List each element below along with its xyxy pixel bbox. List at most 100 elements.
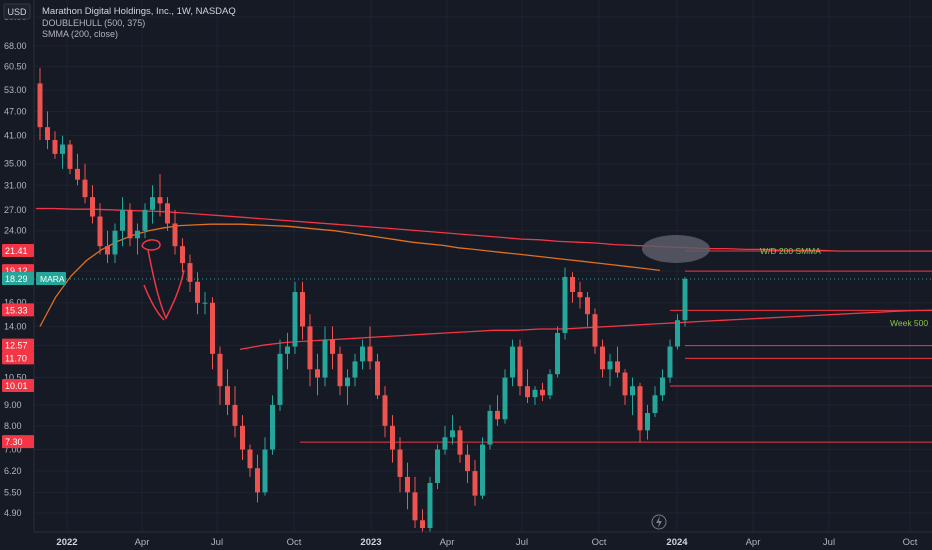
candle <box>577 281 583 309</box>
indicator-doublehull[interactable]: DOUBLEHULL (500, 375) <box>42 18 145 28</box>
price-badge-value: 18.29 <box>5 274 28 284</box>
candle <box>45 111 50 150</box>
time-axis[interactable] <box>34 532 932 550</box>
candle <box>607 353 613 387</box>
currency-box[interactable] <box>3 3 31 20</box>
smma-line <box>39 223 661 327</box>
candle <box>307 314 313 387</box>
price-badge: 15.33 <box>2 303 34 317</box>
candle <box>270 395 275 455</box>
price-tick: 47.00 <box>4 106 27 116</box>
candle <box>367 326 373 370</box>
candle <box>337 346 343 396</box>
price-badge-value: 7.30 <box>5 437 23 447</box>
candle <box>150 185 155 224</box>
price-tick: 14.00 <box>4 321 27 331</box>
time-tick: 2022 <box>56 537 77 548</box>
indicator-lines <box>36 207 932 351</box>
candle <box>292 281 298 354</box>
candle <box>247 444 253 477</box>
time-tick: Jul <box>516 537 528 548</box>
candle <box>652 386 658 418</box>
candle <box>397 437 403 493</box>
candle <box>487 404 493 450</box>
lightning-icon[interactable] <box>651 514 667 530</box>
candle <box>262 437 268 496</box>
candle <box>172 209 178 255</box>
price-tick: 53.00 <box>4 85 27 95</box>
candle <box>315 353 320 396</box>
candle <box>405 462 410 510</box>
candle <box>142 203 148 239</box>
candle <box>675 314 680 350</box>
candle <box>585 291 590 327</box>
time-tick: Apr <box>135 537 150 548</box>
candle <box>202 291 208 315</box>
time-tick: Jul <box>211 537 223 548</box>
candle <box>592 308 598 354</box>
candle <box>352 353 358 387</box>
candle <box>472 459 478 506</box>
price-tick: 31.00 <box>4 180 27 190</box>
candle <box>502 369 508 424</box>
indicator-smma[interactable]: SMMA (200, close) <box>42 29 118 39</box>
hand-drawn-arrow <box>147 249 185 320</box>
price-badge-value: 11.70 <box>5 353 27 363</box>
candle <box>382 386 388 438</box>
time-tick: Apr <box>440 537 455 548</box>
candle <box>427 476 433 532</box>
candle <box>510 339 515 387</box>
candle <box>375 353 380 400</box>
symbol-title: Marathon Digital Holdings, Inc., 1W, NAS… <box>42 6 236 17</box>
candle <box>412 476 418 529</box>
candle <box>82 163 88 204</box>
candle <box>517 339 523 396</box>
time-tick: Apr <box>746 537 761 548</box>
candle <box>345 369 350 405</box>
candle <box>75 153 80 186</box>
candle <box>660 369 665 402</box>
price-tick: 27.00 <box>4 205 27 215</box>
candle <box>390 415 395 463</box>
candle <box>180 238 185 273</box>
currency-label[interactable]: USD <box>7 7 27 17</box>
price-badge: 11.70 <box>2 351 34 365</box>
candle <box>570 272 575 303</box>
price-tick: 9.00 <box>4 400 22 410</box>
symbol-tag-label: MARA <box>40 274 65 284</box>
candle <box>217 346 223 405</box>
price-badge: 18.29 MARA <box>2 271 66 285</box>
candle <box>127 203 133 247</box>
price-tick: 60.50 <box>4 62 27 72</box>
time-tick: Oct <box>903 537 918 548</box>
time-tick: 2024 <box>666 537 688 548</box>
price-tick: 5.50 <box>4 487 22 497</box>
candle <box>532 386 538 405</box>
candle <box>330 326 335 370</box>
price-badge-value: 15.33 <box>5 305 28 315</box>
week500-line <box>239 309 932 351</box>
hand-drawn-circle <box>141 239 161 251</box>
price-badge-value: 19.12 <box>5 266 28 276</box>
candle <box>52 131 58 159</box>
price-tick: 68.00 <box>4 41 27 51</box>
doublehull-line <box>36 207 932 252</box>
candle <box>255 454 260 503</box>
time-tick: Oct <box>287 537 302 548</box>
candle <box>435 444 440 490</box>
time-tick: Jul <box>823 537 835 548</box>
price-badge: 7.30 <box>2 435 34 449</box>
candle <box>195 272 200 315</box>
candle <box>277 339 283 411</box>
candle <box>225 369 230 416</box>
price-tick: 35.00 <box>4 159 27 169</box>
candle <box>105 230 110 264</box>
candle <box>165 197 170 231</box>
candle <box>285 332 290 370</box>
candle <box>645 404 650 440</box>
candle <box>637 382 643 443</box>
candle <box>495 395 500 426</box>
hand-drawings <box>141 239 185 321</box>
price-tick: 6.20 <box>4 466 22 476</box>
